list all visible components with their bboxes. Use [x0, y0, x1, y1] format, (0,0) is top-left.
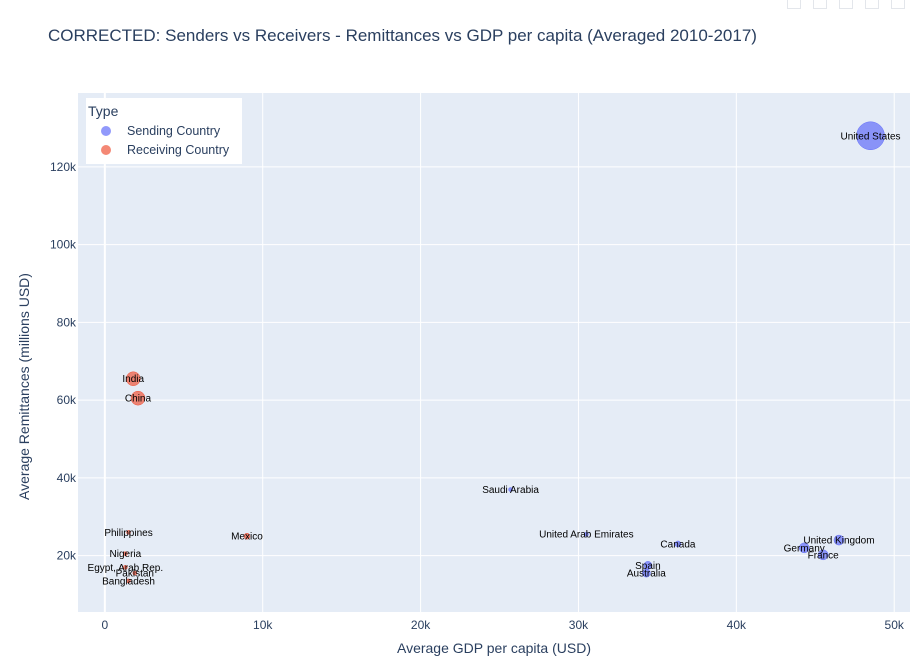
data-point[interactable]	[243, 532, 251, 540]
reset-axes-icon[interactable]	[891, 0, 905, 9]
data-point-label: Australia	[627, 569, 666, 580]
grid-lines	[78, 93, 910, 612]
markers	[123, 121, 885, 584]
y-axis-title: Average Remittances (millions USD)	[16, 273, 32, 500]
legend-marker-sending	[101, 126, 111, 136]
y-tick-label: 40k	[57, 471, 77, 485]
data-point[interactable]	[132, 570, 138, 576]
y-tick-label: 100k	[50, 238, 77, 252]
data-point[interactable]	[817, 549, 829, 561]
data-point[interactable]	[123, 565, 128, 570]
legend-item-sending[interactable]: Sending Country	[86, 122, 220, 140]
data-point-label: United States	[841, 131, 901, 142]
data-point-label: Pakistan	[116, 569, 154, 580]
data-point[interactable]	[798, 542, 810, 554]
data-point-label: Philippines	[104, 528, 152, 539]
point-labels: United States Saudi Arabia United Arab Emi…	[88, 131, 901, 587]
x-tick-label: 40k	[727, 618, 747, 632]
data-point-label: Saudi Arabia	[482, 485, 539, 496]
y-tick-label: 120k	[50, 160, 77, 174]
data-point[interactable]	[674, 540, 682, 548]
data-point-label: Nigeria	[110, 549, 142, 560]
x-tick-label: 20k	[411, 618, 431, 632]
legend-label-receiving: Receiving Country	[127, 143, 230, 157]
data-point[interactable]	[856, 121, 885, 151]
legend-item-receiving[interactable]: Receiving Country	[86, 141, 229, 159]
legend-marker-receiving	[101, 145, 111, 155]
data-point-label: Canada	[660, 539, 695, 550]
plot-area[interactable]	[78, 93, 910, 612]
data-point-label: China	[125, 394, 152, 405]
data-point-label: France	[808, 550, 840, 561]
data-point[interactable]	[126, 530, 131, 535]
data-point[interactable]	[833, 534, 845, 546]
x-tick-label: 50k	[885, 618, 905, 632]
x-tick-label: 30k	[569, 618, 589, 632]
data-point[interactable]	[126, 371, 141, 386]
camera-icon[interactable]	[787, 0, 801, 9]
y-axis-ticks: 20k 40k 60k 80k 100k 120k	[50, 160, 77, 563]
y-tick-label: 20k	[57, 549, 77, 563]
data-point[interactable]	[584, 531, 589, 537]
pan-icon[interactable]	[839, 0, 853, 9]
chart-title: CORRECTED: Senders vs Receivers - Remitt…	[48, 26, 757, 45]
data-point-label: Germany	[784, 543, 825, 554]
legend-label-sending: Sending Country	[127, 124, 221, 138]
x-tick-label: 10k	[253, 618, 273, 632]
data-point-label: United Kingdom	[803, 536, 874, 547]
y-tick-label: 80k	[57, 315, 77, 329]
data-point[interactable]	[130, 390, 146, 406]
data-point-label: United Arab Emirates	[539, 530, 634, 541]
legend-title: Type	[88, 103, 119, 119]
data-point-label: India	[122, 374, 144, 385]
x-axis-ticks: 0 10k 20k 30k 40k 50k	[101, 618, 904, 632]
data-point[interactable]	[508, 487, 513, 492]
data-point[interactable]	[642, 568, 651, 578]
modebar	[787, 0, 905, 9]
data-point-label: Spain	[635, 561, 661, 572]
x-axis-title: Average GDP per capita (USD)	[397, 640, 591, 656]
data-point[interactable]	[123, 551, 128, 556]
data-point[interactable]	[126, 578, 131, 584]
y-tick-label: 60k	[57, 393, 77, 407]
data-point-label: Bangladesh	[102, 576, 155, 587]
data-point-label: Egypt, Arab Rep.	[88, 563, 164, 574]
legend: Type Sending Country Receiving Country	[86, 98, 242, 164]
x-tick-label: 0	[101, 618, 108, 632]
zoom-icon[interactable]	[813, 0, 827, 9]
data-point-label: Mexico	[231, 532, 263, 543]
autoscale-icon[interactable]	[865, 0, 879, 9]
